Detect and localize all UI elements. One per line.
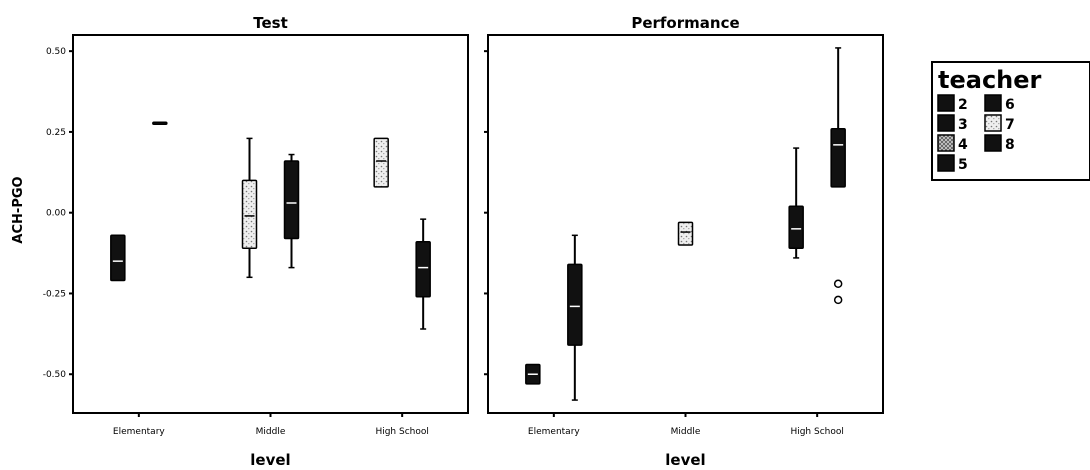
box-elementary — [152, 121, 168, 125]
box-elementary — [567, 234, 583, 401]
x-axis-title: level — [250, 451, 290, 469]
box-middle — [677, 221, 694, 246]
panel-test: Test 0.50 0.25 0.00 -0.25 -0.50 Elementary Midd… — [43, 14, 469, 469]
legend-swatch — [937, 154, 955, 172]
box-high-school — [373, 137, 389, 188]
legend-frame — [931, 61, 1090, 181]
legend-swatch — [937, 134, 955, 152]
y-axis-title: ACH-PGO — [11, 176, 26, 243]
x-tick-label: Elementary — [113, 427, 165, 437]
x-tick-label: Elementary — [528, 427, 580, 437]
legend-label: 6 — [1005, 97, 1015, 113]
legend-swatch — [937, 94, 955, 112]
y-tick-label: 0.00 — [46, 209, 66, 219]
panel-title: Performance — [631, 14, 739, 32]
y-tick-label: -0.25 — [43, 289, 66, 299]
legend-label: 7 — [1005, 117, 1015, 133]
box-middle — [241, 137, 258, 279]
box-elementary — [525, 363, 541, 385]
legend-swatch — [937, 114, 955, 132]
legend-label: 3 — [958, 117, 968, 133]
box — [283, 160, 300, 240]
legend-swatch — [984, 134, 1002, 152]
panel-title: Test — [253, 14, 288, 32]
box — [830, 127, 846, 188]
box — [415, 241, 431, 298]
legend-title: teacher — [938, 66, 1042, 94]
legend-label: 8 — [1005, 137, 1015, 153]
box — [373, 137, 389, 188]
legend-label: 2 — [958, 97, 968, 113]
y-tick-label: 0.50 — [46, 47, 66, 57]
teacher-legend: teacher 2 6 3 7 4 8 5 — [931, 61, 1090, 181]
box-high-school — [415, 218, 431, 330]
legend-swatch — [984, 114, 1002, 132]
x-tick-label: High School — [375, 427, 428, 437]
box — [152, 121, 168, 125]
outlier-point — [833, 295, 843, 305]
box-high-school — [788, 147, 804, 259]
legend-label: 4 — [958, 137, 968, 153]
box — [677, 221, 694, 246]
panel-performance: Performance Elementary Middle High School le… — [484, 14, 884, 469]
box — [110, 234, 126, 282]
x-axis-title: level — [665, 451, 705, 469]
legend-swatch — [984, 94, 1002, 112]
plot-panels: Test 0.50 0.25 0.00 -0.25 -0.50 Elementary Midd… — [43, 14, 884, 469]
box-elementary — [110, 234, 126, 282]
x-tick-label: High School — [790, 427, 843, 437]
box-high-school — [830, 47, 846, 305]
legend-label: 5 — [958, 157, 968, 173]
box — [241, 179, 258, 249]
box — [788, 205, 804, 249]
x-tick-label: Middle — [256, 427, 286, 437]
x-tick-label: Middle — [671, 427, 701, 437]
box — [567, 263, 583, 346]
y-tick-label: -0.50 — [43, 370, 67, 380]
panel-frame — [72, 34, 469, 414]
y-tick-label: 0.25 — [46, 128, 66, 138]
box-middle — [283, 153, 300, 269]
outlier-point — [833, 279, 843, 289]
